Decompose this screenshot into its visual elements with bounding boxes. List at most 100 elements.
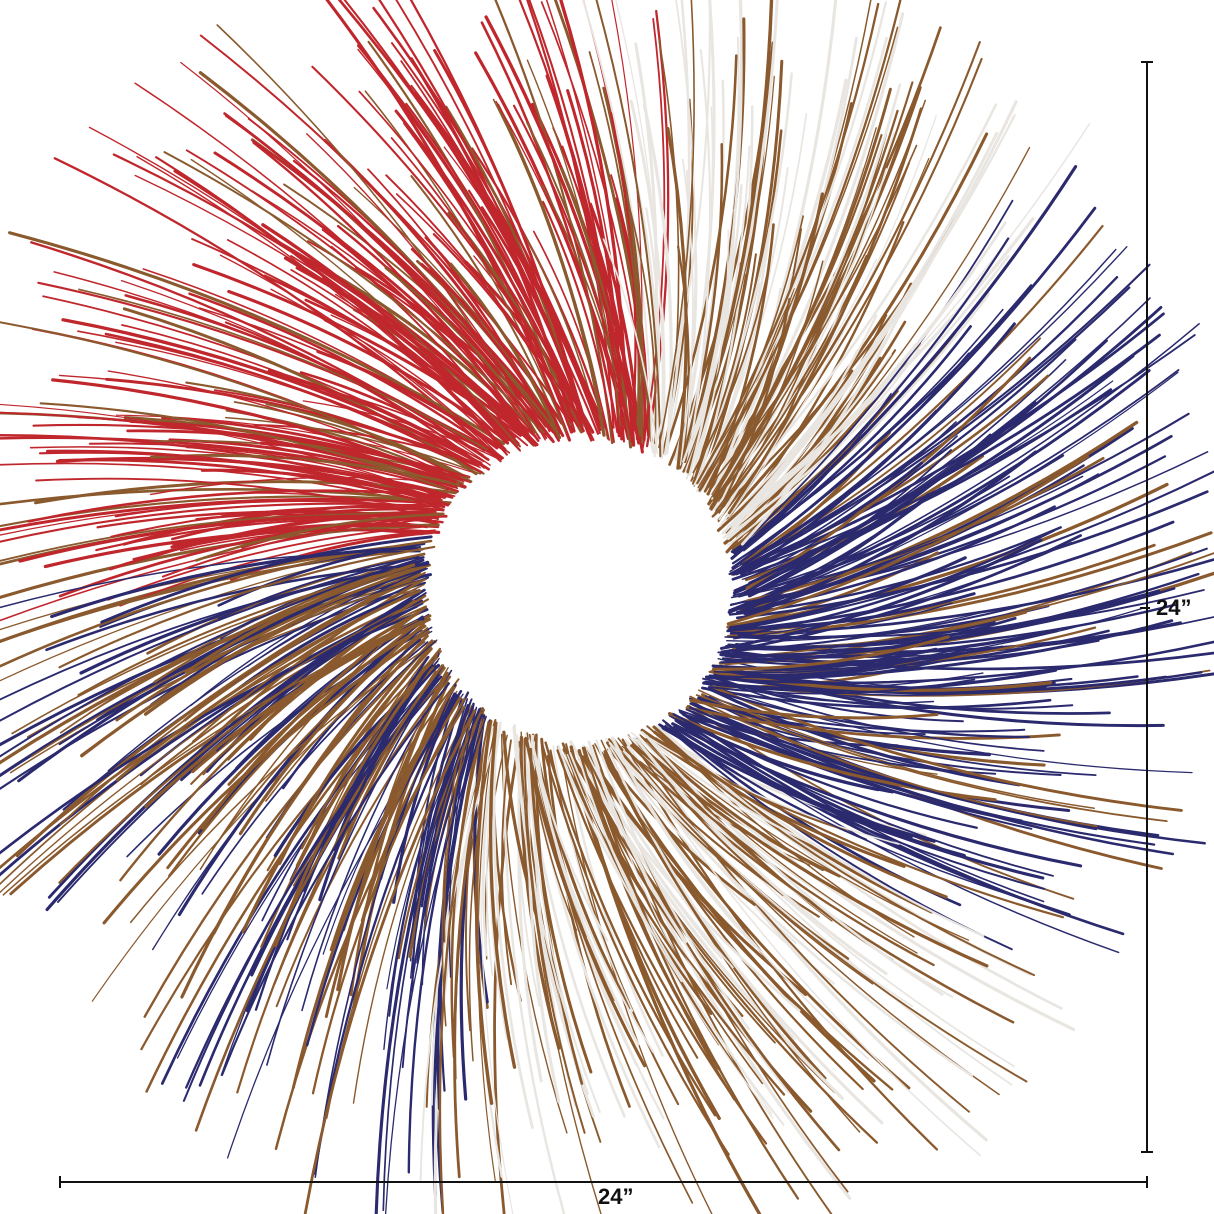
twig (727, 587, 1176, 658)
twig (88, 442, 449, 491)
twig (168, 624, 417, 878)
twig (733, 237, 1010, 555)
twig (501, 739, 513, 986)
twig (640, 730, 814, 845)
twig (742, 248, 1117, 567)
twig (0, 321, 473, 483)
twig (718, 41, 981, 511)
twig (677, 79, 725, 471)
twig (274, 372, 476, 461)
twig (496, 103, 606, 437)
twig (143, 640, 436, 1018)
twig (184, 563, 416, 674)
twig (449, 262, 562, 440)
twig (227, 624, 427, 786)
twig (35, 477, 439, 521)
twig (195, 512, 445, 562)
twig (105, 377, 480, 468)
twig (117, 457, 454, 499)
twig (512, 104, 632, 434)
twig (699, 0, 902, 491)
twig (731, 100, 1018, 530)
twig (221, 682, 450, 1076)
twig (120, 279, 491, 466)
twig (708, 671, 1203, 694)
twig (58, 545, 436, 669)
twig (670, 712, 1125, 936)
twig (384, 715, 487, 1214)
twig (78, 288, 488, 451)
twig (304, 298, 537, 447)
twig (707, 640, 1214, 685)
twig (685, 708, 1156, 846)
twig (198, 307, 502, 450)
twig (523, 737, 586, 1134)
twig (374, 704, 470, 1214)
twig (731, 333, 1161, 576)
twig (413, 91, 602, 432)
twig (392, 692, 457, 904)
twig (711, 649, 975, 679)
twig (409, 711, 476, 979)
twig (306, 133, 546, 441)
twig (529, 747, 593, 1074)
twig (710, 685, 1183, 812)
twig (735, 603, 1177, 652)
twig (318, 657, 436, 902)
twig (696, 2, 880, 485)
twig (696, 186, 833, 482)
twig (540, 740, 730, 1156)
twig (0, 603, 412, 894)
twig (726, 531, 1213, 638)
twig (77, 330, 478, 466)
twig (664, 728, 1026, 901)
twig (343, 0, 600, 435)
twig (595, 739, 750, 1031)
twig (652, 730, 948, 899)
twig (726, 482, 1169, 629)
twig (532, 230, 610, 441)
twig (170, 522, 440, 549)
twig (693, 229, 729, 478)
twig (39, 402, 447, 490)
twig (191, 590, 417, 743)
twig (265, 641, 426, 802)
twig (219, 254, 501, 457)
twig (677, 718, 1120, 954)
twig (530, 742, 640, 1046)
twig (115, 341, 481, 469)
twig (378, 0, 584, 422)
twig (724, 602, 953, 638)
twig (578, 756, 683, 983)
twig (132, 524, 427, 561)
twig (741, 225, 1104, 564)
twig (191, 578, 426, 760)
twig (527, 739, 587, 1077)
twig (626, 746, 981, 1157)
twig (0, 556, 425, 758)
twig (115, 563, 431, 722)
twig (740, 297, 1151, 595)
twig (238, 623, 425, 836)
twig (569, 740, 845, 1100)
twig (732, 199, 1014, 554)
twig (732, 123, 1091, 529)
twig (330, 245, 521, 448)
twig (526, 0, 615, 429)
twig (748, 305, 1163, 585)
twig (728, 115, 937, 518)
twig (729, 552, 1214, 659)
twig (364, 90, 567, 433)
twig (395, 193, 583, 425)
twig (488, 721, 517, 1069)
twig (720, 297, 791, 508)
twig (269, 236, 539, 447)
twig (556, 749, 768, 1145)
twig (546, 754, 631, 1108)
twig (58, 458, 446, 509)
twig (502, 730, 559, 978)
twig (708, 687, 1021, 787)
twig (314, 683, 457, 1178)
